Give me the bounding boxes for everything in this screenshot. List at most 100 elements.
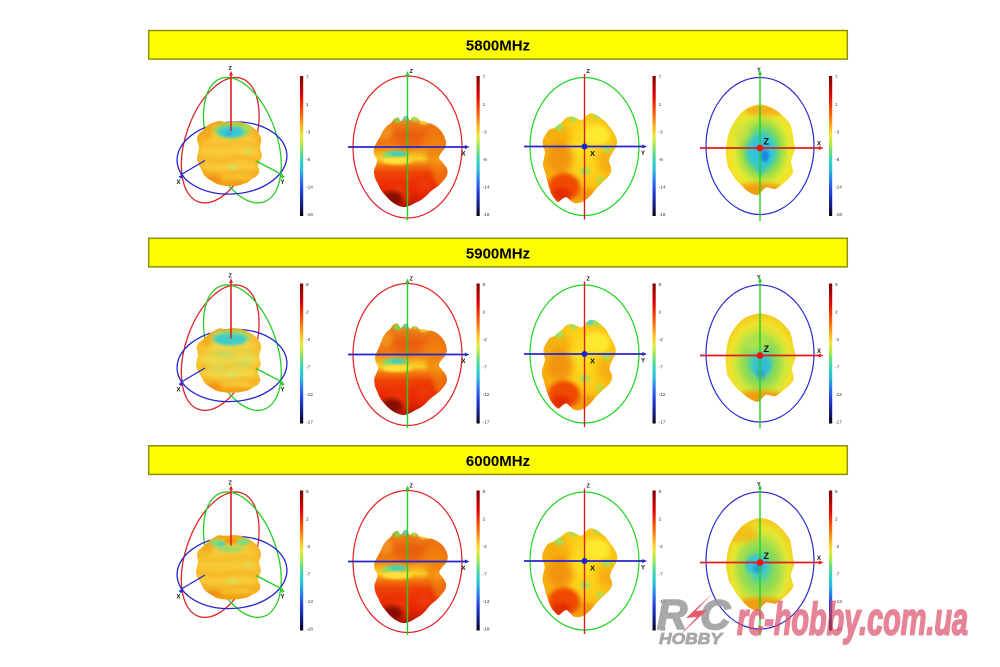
svg-text:-7: -7 xyxy=(483,364,488,370)
svg-text:Y: Y xyxy=(641,359,645,365)
svg-text:Z: Z xyxy=(587,277,591,283)
svg-text:-12: -12 xyxy=(306,392,313,398)
svg-text:Z: Z xyxy=(764,137,770,147)
svg-text:Y: Y xyxy=(757,482,761,488)
svg-text:Y: Y xyxy=(757,68,761,74)
svg-text:6000MHz: 6000MHz xyxy=(466,453,530,470)
svg-text:8: 8 xyxy=(659,282,662,288)
svg-text:1: 1 xyxy=(306,102,309,108)
svg-text:Z: Z xyxy=(410,277,414,283)
svg-text:-14: -14 xyxy=(306,184,313,190)
svg-text:-19: -19 xyxy=(659,212,666,218)
svg-text:-3: -3 xyxy=(659,129,664,135)
svg-text:Z: Z xyxy=(764,551,770,561)
svg-text:-18: -18 xyxy=(306,626,313,632)
svg-text:-7: -7 xyxy=(306,364,311,370)
svg-text:2: 2 xyxy=(306,309,309,315)
svg-text:X: X xyxy=(462,152,466,158)
svg-text:-8: -8 xyxy=(306,157,311,163)
svg-text:8: 8 xyxy=(483,489,486,495)
svg-text:7: 7 xyxy=(835,74,838,80)
svg-text:-18: -18 xyxy=(835,626,842,632)
svg-text:1: 1 xyxy=(659,102,662,108)
svg-text:Y: Y xyxy=(281,595,285,601)
svg-text:Z: Z xyxy=(764,344,770,354)
svg-text:-7: -7 xyxy=(835,571,840,577)
svg-text:Y: Y xyxy=(641,151,645,157)
svg-text:2: 2 xyxy=(835,309,838,315)
svg-text:7: 7 xyxy=(306,74,309,80)
svg-text:-13: -13 xyxy=(835,599,842,605)
svg-text:8: 8 xyxy=(483,282,486,288)
svg-text:Z: Z xyxy=(229,481,233,487)
svg-text:2: 2 xyxy=(306,516,309,522)
svg-text:-19: -19 xyxy=(306,212,313,218)
svg-text:-13: -13 xyxy=(659,599,666,605)
svg-text:HOBBY: HOBBY xyxy=(659,631,724,648)
svg-text:-17: -17 xyxy=(483,419,490,425)
svg-text:-7: -7 xyxy=(659,364,664,370)
svg-text:-14: -14 xyxy=(483,184,490,190)
svg-text:-2: -2 xyxy=(306,337,311,343)
svg-text:8: 8 xyxy=(659,489,662,495)
svg-text:5900MHz: 5900MHz xyxy=(466,245,530,262)
svg-text:-13: -13 xyxy=(483,599,490,605)
svg-text:-2: -2 xyxy=(835,337,840,343)
svg-text:-8: -8 xyxy=(483,157,488,163)
svg-text:-2: -2 xyxy=(306,544,311,550)
svg-text:X: X xyxy=(817,556,821,562)
svg-text:-2: -2 xyxy=(483,337,488,343)
svg-text:Z: Z xyxy=(229,66,233,72)
svg-text:-8: -8 xyxy=(659,157,664,163)
svg-text:X: X xyxy=(590,149,595,158)
svg-text:Y: Y xyxy=(641,566,645,572)
svg-text:-2: -2 xyxy=(483,544,488,550)
svg-text:2: 2 xyxy=(483,516,486,522)
svg-text:2: 2 xyxy=(483,309,486,315)
svg-text:Y: Y xyxy=(757,275,761,281)
svg-text:-2: -2 xyxy=(659,544,664,550)
svg-text:Z: Z xyxy=(410,484,414,490)
svg-text:-17: -17 xyxy=(659,419,666,425)
svg-text:-8: -8 xyxy=(835,157,840,163)
svg-text:Y: Y xyxy=(281,388,285,394)
svg-text:X: X xyxy=(177,180,181,186)
svg-text:-18: -18 xyxy=(483,626,490,632)
svg-text:X: X xyxy=(817,142,821,148)
svg-text:-14: -14 xyxy=(659,184,666,190)
svg-text:-18: -18 xyxy=(659,626,666,632)
svg-text:X: X xyxy=(177,595,181,601)
svg-text:2: 2 xyxy=(659,309,662,315)
svg-text:-3: -3 xyxy=(306,129,311,135)
svg-text:X: X xyxy=(590,357,595,366)
svg-text:-7: -7 xyxy=(306,571,311,577)
svg-text:Y: Y xyxy=(281,180,285,186)
svg-text:-3: -3 xyxy=(483,129,488,135)
svg-text:-12: -12 xyxy=(835,392,842,398)
svg-text:8: 8 xyxy=(835,489,838,495)
svg-text:-7: -7 xyxy=(659,571,664,577)
svg-text:2: 2 xyxy=(835,516,838,522)
svg-text:X: X xyxy=(462,359,466,365)
svg-text:-12: -12 xyxy=(659,392,666,398)
svg-text:-7: -7 xyxy=(483,571,488,577)
svg-text:2: 2 xyxy=(659,516,662,522)
svg-text:Z: Z xyxy=(587,69,591,75)
svg-text:X: X xyxy=(817,349,821,355)
svg-text:7: 7 xyxy=(483,74,486,80)
svg-text:C: C xyxy=(700,591,731,638)
svg-text:8: 8 xyxy=(306,282,309,288)
svg-text:-12: -12 xyxy=(483,392,490,398)
svg-text:X: X xyxy=(462,566,466,572)
svg-text:8: 8 xyxy=(835,282,838,288)
svg-text:1: 1 xyxy=(835,102,838,108)
svg-text:1: 1 xyxy=(483,102,486,108)
svg-text:rc-hobby.com.ua: rc-hobby.com.ua xyxy=(737,594,968,645)
svg-text:5800MHz: 5800MHz xyxy=(466,38,530,55)
svg-text:-3: -3 xyxy=(835,129,840,135)
svg-text:-19: -19 xyxy=(483,212,490,218)
svg-text:Z: Z xyxy=(229,274,233,280)
svg-text:7: 7 xyxy=(659,74,662,80)
svg-text:-17: -17 xyxy=(835,419,842,425)
svg-text:-2: -2 xyxy=(659,337,664,343)
